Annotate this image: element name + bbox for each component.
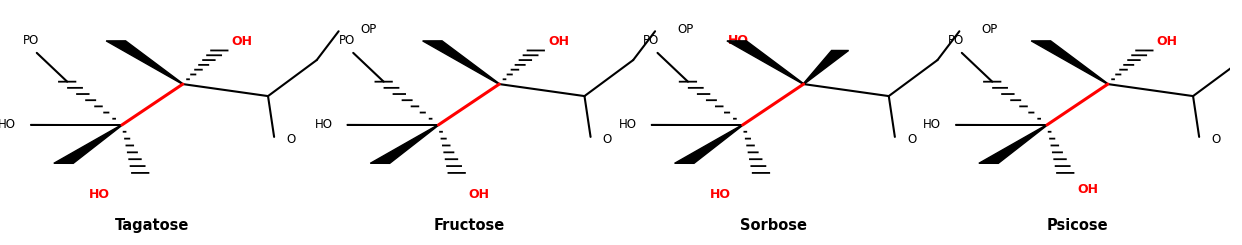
Polygon shape <box>106 41 184 84</box>
Text: PO: PO <box>22 34 39 47</box>
Text: OP: OP <box>360 23 376 36</box>
Text: HO: HO <box>0 118 16 131</box>
Polygon shape <box>1031 41 1108 84</box>
Text: Psicose: Psicose <box>1047 218 1108 233</box>
Polygon shape <box>979 125 1047 163</box>
Polygon shape <box>727 41 804 84</box>
Text: PO: PO <box>643 34 660 47</box>
Text: Sorbose: Sorbose <box>740 218 806 233</box>
Polygon shape <box>651 124 743 125</box>
Polygon shape <box>370 125 438 163</box>
Polygon shape <box>422 41 499 84</box>
Text: O: O <box>907 133 917 146</box>
Polygon shape <box>31 124 122 125</box>
Text: OP: OP <box>677 23 693 36</box>
Text: OP: OP <box>981 23 997 36</box>
Text: HO: HO <box>728 34 749 47</box>
Text: O: O <box>1211 133 1221 146</box>
Text: HO: HO <box>709 188 730 201</box>
Text: O: O <box>286 133 296 146</box>
Polygon shape <box>674 125 743 163</box>
Text: PO: PO <box>339 34 355 47</box>
Polygon shape <box>955 124 1047 125</box>
Text: Fructose: Fructose <box>433 218 504 233</box>
Text: HO: HO <box>314 118 333 131</box>
Text: OH: OH <box>1156 35 1177 48</box>
Text: Tagatose: Tagatose <box>116 218 190 233</box>
Text: HO: HO <box>619 118 637 131</box>
Text: HO: HO <box>923 118 941 131</box>
Polygon shape <box>804 50 848 84</box>
Text: OH: OH <box>548 35 569 48</box>
Text: O: O <box>602 133 612 146</box>
Text: OH: OH <box>468 188 489 201</box>
Text: HO: HO <box>88 188 109 201</box>
Text: PO: PO <box>948 34 964 47</box>
Polygon shape <box>53 125 123 163</box>
Text: OH: OH <box>231 35 252 48</box>
Text: OH: OH <box>1077 183 1098 196</box>
Polygon shape <box>347 124 438 125</box>
